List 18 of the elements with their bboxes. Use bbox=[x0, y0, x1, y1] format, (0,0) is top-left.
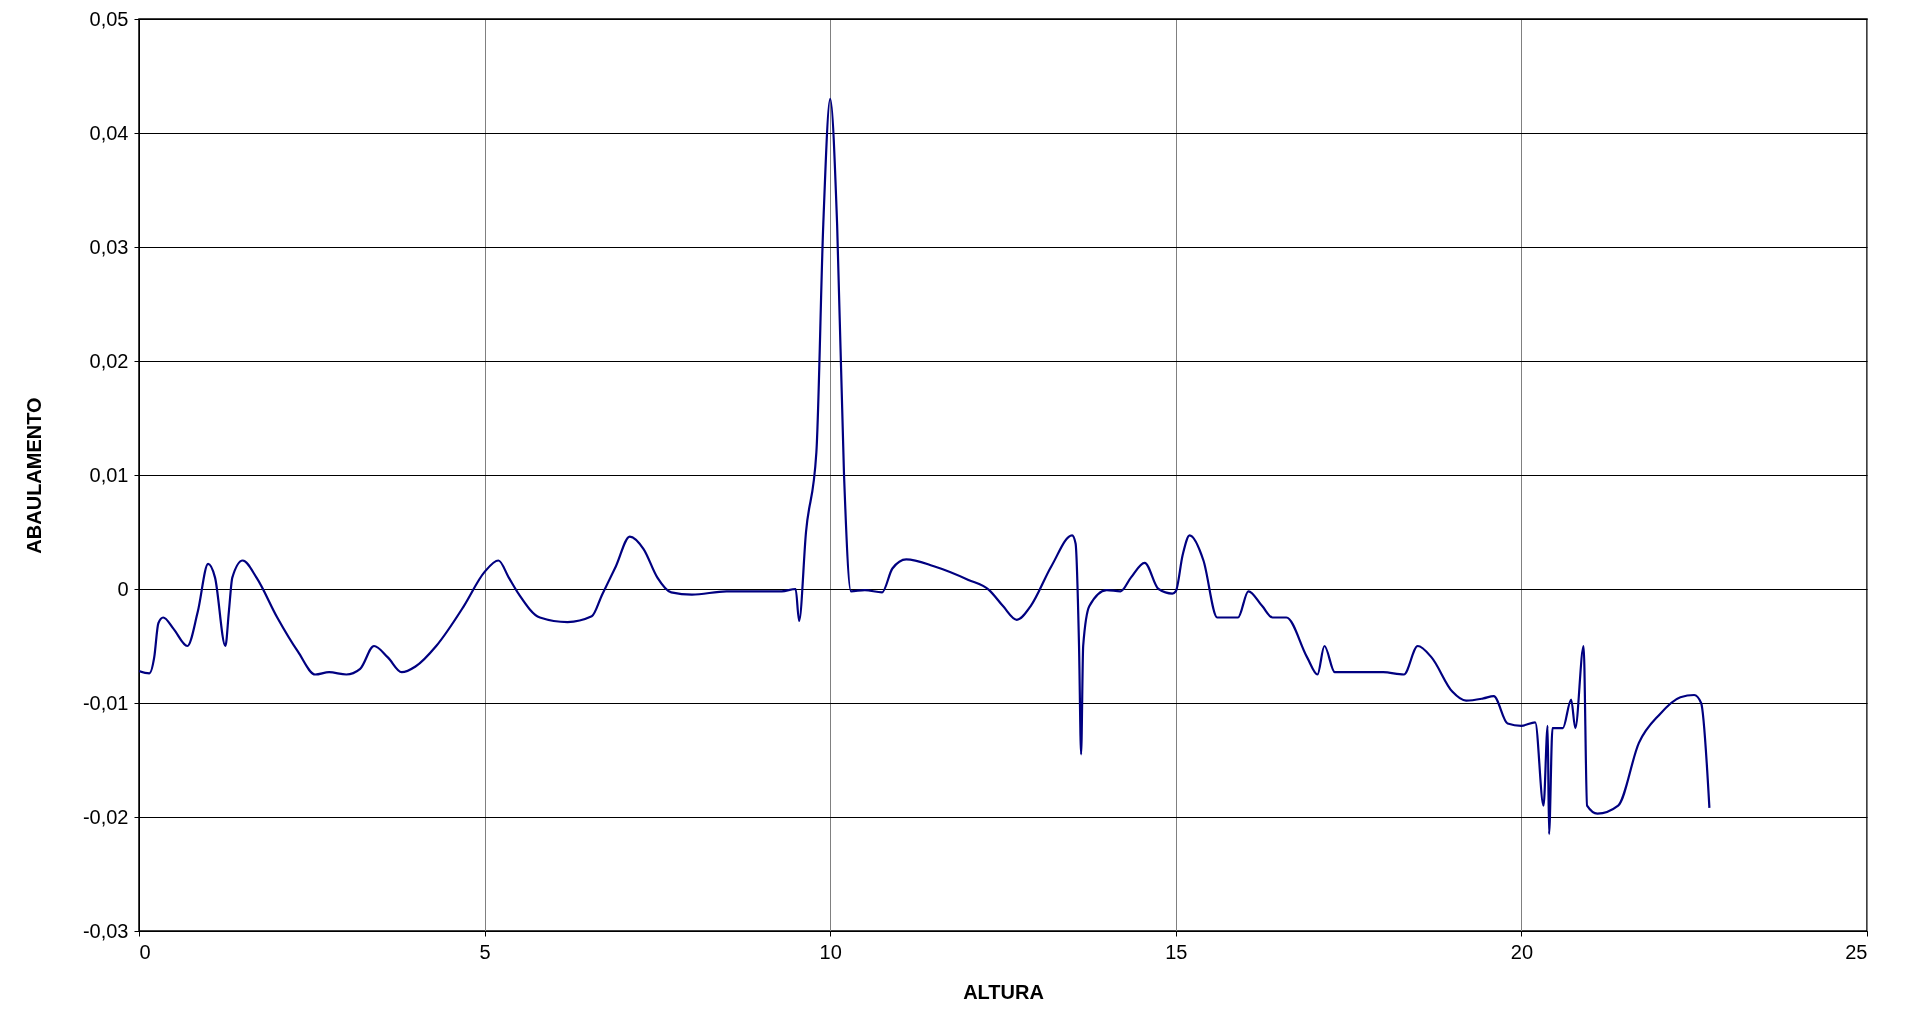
line-series bbox=[139, 97, 1711, 836]
x-tick-label: 10 bbox=[819, 940, 842, 963]
y-axis-title: ABAULAMENTO bbox=[22, 397, 45, 554]
y-tick-label: -0,02 bbox=[82, 805, 129, 828]
y-tick-label: 0,04 bbox=[89, 121, 129, 144]
y-tick-label: -0,01 bbox=[82, 691, 129, 714]
y-tick-label: 0,05 bbox=[89, 7, 129, 30]
x-tick-label: 5 bbox=[479, 940, 491, 963]
x-tick-label: 20 bbox=[1510, 940, 1534, 963]
y-tick-label: 0 bbox=[117, 577, 129, 600]
y-tick-label: -0,03 bbox=[82, 919, 129, 942]
y-tick-label: 0,03 bbox=[89, 235, 129, 258]
y-tick-label: 0,02 bbox=[89, 349, 129, 372]
y-tick-label: 0,01 bbox=[89, 463, 129, 486]
x-tick-label: 25 bbox=[1845, 940, 1868, 963]
x-tick-label: 0 bbox=[139, 940, 151, 963]
x-axis-title: ALTURA bbox=[963, 980, 1044, 1003]
x-tick-label: 15 bbox=[1165, 940, 1188, 963]
